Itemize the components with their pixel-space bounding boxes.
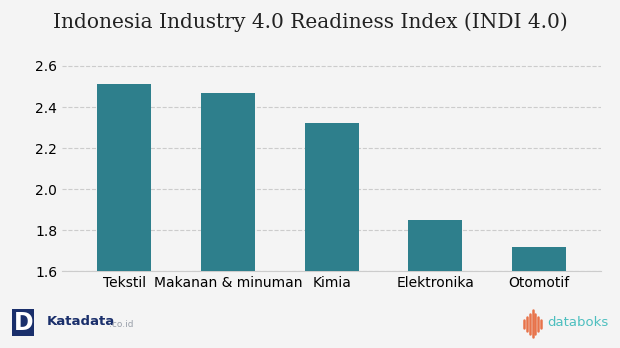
Text: D: D <box>14 311 33 335</box>
Bar <box>97 85 151 348</box>
Text: D: D <box>14 311 33 335</box>
Bar <box>305 124 358 348</box>
Text: databoks: databoks <box>547 316 608 329</box>
Text: Katadata: Katadata <box>46 315 115 328</box>
Text: .co.id: .co.id <box>108 320 133 329</box>
Text: Indonesia Industry 4.0 Readiness Index (INDI 4.0): Indonesia Industry 4.0 Readiness Index (… <box>53 12 567 32</box>
Bar <box>512 247 566 348</box>
Bar <box>409 220 463 348</box>
Bar <box>201 93 255 348</box>
